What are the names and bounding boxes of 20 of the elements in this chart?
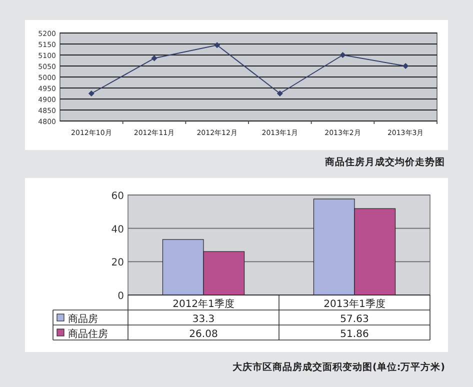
point — [88, 90, 94, 96]
point — [402, 63, 409, 69]
point — [214, 42, 220, 48]
point — [276, 90, 283, 96]
text: 商品住房月成交均价走势图 — [324, 156, 445, 168]
y-tick-label: 40 — [111, 224, 124, 236]
legend-label: 商品房 — [68, 313, 98, 325]
point — [151, 55, 158, 62]
data-label: 26.08 — [189, 329, 218, 340]
point — [340, 52, 346, 58]
data-label: 33.3 — [192, 314, 215, 325]
y-tick-label: 20 — [111, 258, 124, 269]
legend-label: 商品住房 — [68, 328, 108, 340]
y-tick-label: 60 — [111, 191, 124, 202]
x-tick-label: 2012年1季度 — [172, 298, 234, 310]
y-tick-label: 0 — [118, 291, 124, 302]
data-label: 57.63 — [340, 314, 369, 325]
x-tick-label: 2013年1季度 — [324, 298, 386, 310]
text: 大庆市区商品房成交面积变动图(单位:万平方米) — [232, 361, 445, 373]
data-label: 51.86 — [340, 329, 369, 340]
